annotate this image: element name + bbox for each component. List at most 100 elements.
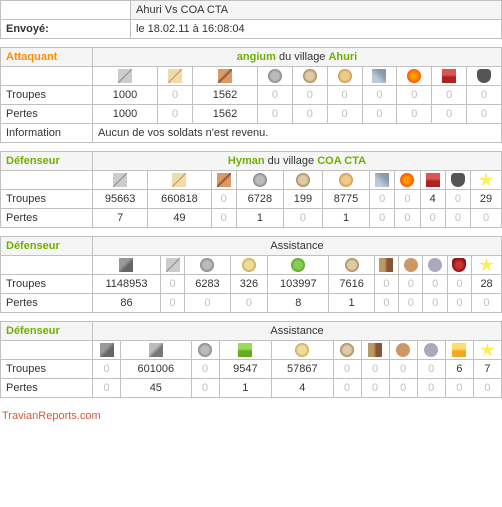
- role-description: Assistance: [93, 322, 502, 341]
- data-cell: 0: [432, 105, 467, 124]
- unit-icon-cell: [329, 256, 374, 275]
- unit-icon-cell: [93, 67, 158, 86]
- data-cell: 0: [158, 105, 193, 124]
- data-cell: 57867: [272, 360, 333, 379]
- header-blank: [1, 1, 131, 20]
- i-pal-icon: [295, 343, 309, 357]
- data-cell: 6728: [236, 190, 283, 209]
- data-cell: 1: [322, 209, 369, 228]
- unit-icon-cell: [361, 341, 389, 360]
- data-cell: 9547: [219, 360, 271, 379]
- i-sword-icon: [118, 69, 132, 83]
- data-cell: 0: [333, 379, 361, 398]
- sent-label: Envoyé:: [1, 20, 131, 39]
- i-wood-icon: [379, 258, 393, 272]
- row-label: Pertes: [1, 209, 93, 228]
- i-club-icon: [100, 343, 114, 357]
- unit-icon-cell: [121, 341, 192, 360]
- i-settler-icon: [477, 69, 491, 83]
- data-cell: 0: [327, 105, 362, 124]
- data-cell: 0: [417, 379, 445, 398]
- report-header-table: Ahuri Vs COA CTA Envoyé: le 18.02.11 à 1…: [0, 0, 502, 39]
- icon-row-label: [1, 341, 93, 360]
- unit-icon-cell: [399, 256, 423, 275]
- role-label: Attaquant: [1, 48, 93, 67]
- i-wood-icon: [368, 343, 382, 357]
- data-cell: 601006: [121, 360, 192, 379]
- unit-icon-cell: [192, 67, 257, 86]
- i-club-icon: [119, 258, 133, 272]
- i-scout-icon: [238, 343, 252, 357]
- data-cell: 0: [399, 275, 423, 294]
- data-cell: 0: [397, 86, 432, 105]
- i-spear-icon: [217, 173, 231, 187]
- combat-block: DéfenseurHyman du village COA CTATroupes…: [0, 151, 502, 228]
- unit-icon-cell: [447, 256, 471, 275]
- data-cell: 1000: [93, 86, 158, 105]
- i-chief-icon: [426, 173, 440, 187]
- player-name[interactable]: Hyman: [228, 155, 265, 167]
- sent-value: le 18.02.11 à 16:08:04: [131, 20, 502, 39]
- i-horse1-icon: [253, 173, 267, 187]
- data-cell: 0: [445, 190, 470, 209]
- data-cell: 0: [467, 86, 502, 105]
- i-iron-icon: [424, 343, 438, 357]
- data-cell: 0: [472, 294, 502, 313]
- data-cell: 0: [333, 360, 361, 379]
- data-cell: 0: [185, 294, 230, 313]
- village-name[interactable]: Ahuri: [328, 51, 357, 63]
- data-cell: 0: [361, 360, 389, 379]
- unit-icon-cell: [230, 256, 268, 275]
- combat-block: Attaquantangium du village AhuriTroupes1…: [0, 47, 502, 143]
- data-cell: 0: [191, 379, 219, 398]
- role-label: Défenseur: [1, 322, 93, 341]
- data-cell: 0: [191, 360, 219, 379]
- row-label: Troupes: [1, 190, 93, 209]
- i-clay-icon: [404, 258, 418, 272]
- info-label: Information: [1, 124, 93, 143]
- unit-icon-cell: [160, 256, 184, 275]
- i-hero-icon: [452, 258, 466, 272]
- i-pal-icon: [242, 258, 256, 272]
- unit-icon-cell: [333, 341, 361, 360]
- unit-icon-cell: [445, 171, 470, 190]
- row-label: Troupes: [1, 86, 93, 105]
- data-cell: 0: [158, 86, 193, 105]
- unit-icon-cell: [322, 171, 369, 190]
- data-cell: 0: [362, 86, 397, 105]
- i-iron-icon: [428, 258, 442, 272]
- unit-icon-cell: [389, 341, 417, 360]
- data-cell: 6: [445, 360, 473, 379]
- unit-icon-cell: [420, 171, 445, 190]
- footer-link[interactable]: TravianReports.com: [0, 406, 502, 426]
- i-ram-icon: [375, 173, 389, 187]
- data-cell: 0: [395, 190, 420, 209]
- i-horse1-icon: [268, 69, 282, 83]
- i-sword2-icon: [168, 69, 182, 83]
- i-crop-icon: [452, 343, 466, 357]
- data-cell: 0: [327, 86, 362, 105]
- i-star-icon: [480, 258, 494, 272]
- i-sword-icon: [166, 258, 180, 272]
- village-name[interactable]: COA CTA: [317, 155, 366, 167]
- data-cell: 86: [93, 294, 161, 313]
- data-cell: 0: [93, 379, 121, 398]
- unit-icon-cell: [148, 171, 211, 190]
- role-label: Défenseur: [1, 237, 93, 256]
- unit-icon-cell: [467, 67, 502, 86]
- i-sword-icon: [113, 173, 127, 187]
- data-cell: 0: [395, 209, 420, 228]
- data-cell: 29: [471, 190, 502, 209]
- data-cell: 0: [230, 294, 268, 313]
- unit-icon-cell: [473, 341, 501, 360]
- data-cell: 0: [370, 190, 395, 209]
- data-cell: 0: [445, 209, 470, 228]
- data-cell: 4: [420, 190, 445, 209]
- i-settler-icon: [451, 173, 465, 187]
- player-name[interactable]: angium: [237, 51, 276, 63]
- unit-icon-cell: [219, 341, 271, 360]
- role-description: Hyman du village COA CTA: [93, 152, 502, 171]
- i-teut-icon: [291, 258, 305, 272]
- i-horse2-icon: [296, 173, 310, 187]
- data-cell: 1562: [192, 105, 257, 124]
